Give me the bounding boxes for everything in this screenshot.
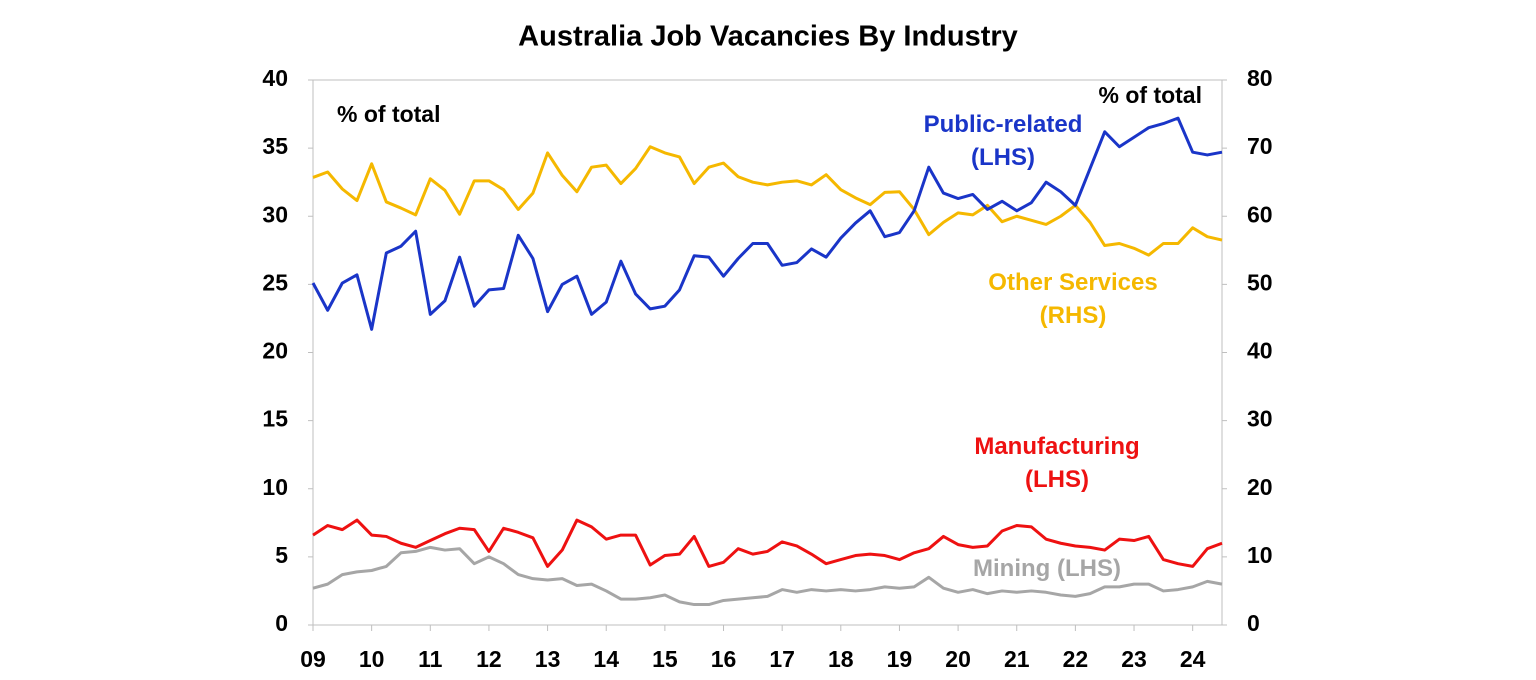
x-tick-label: 19 [887, 646, 913, 672]
x-tick-label: 18 [828, 646, 854, 672]
series-label: Mining (LHS) [973, 555, 1121, 582]
x-tick-label: 23 [1121, 646, 1147, 672]
x-tick-label: 22 [1063, 646, 1089, 672]
x-tick-label: 21 [1004, 646, 1030, 672]
y2-tick-label: 0 [1247, 610, 1260, 636]
y2-tick-label: 50 [1247, 269, 1273, 295]
chart-title: Australia Job Vacancies By Industry [518, 21, 1018, 53]
x-tick-label: 16 [711, 646, 737, 672]
y-tick-label: 20 [262, 338, 288, 364]
series-label: Public-related (LHS) [923, 111, 1083, 171]
y-tick-label: 15 [262, 406, 288, 432]
y-tick-label: 35 [262, 133, 288, 159]
y2-tick-label: 80 [1247, 65, 1273, 91]
left-unit: % of total [337, 101, 441, 127]
y-tick-label: 30 [262, 201, 288, 227]
x-tick-label: 09 [300, 646, 326, 672]
y-tick-label: 40 [262, 65, 288, 91]
x-tick-label: 11 [418, 646, 443, 672]
x-tick-label: 17 [769, 646, 795, 672]
series-label: Other Services (RHS) [988, 269, 1158, 329]
y2-tick-label: 60 [1247, 201, 1273, 227]
y-tick-label: 0 [275, 610, 288, 636]
y2-tick-label: 20 [1247, 474, 1273, 500]
x-tick-label: 13 [535, 646, 561, 672]
series-line [312, 145, 1223, 257]
right-unit: % of total [1099, 82, 1203, 108]
y2-tick-label: 40 [1247, 338, 1273, 364]
series-label: Manufacturing (LHS) [974, 433, 1140, 493]
y-tick-label: 25 [262, 269, 288, 295]
x-tick-label: 14 [593, 646, 619, 672]
series-line [311, 116, 1223, 331]
y2-tick-label: 10 [1247, 542, 1273, 568]
x-tick-label: 15 [652, 646, 678, 672]
x-tick-label: 10 [359, 646, 385, 672]
y2-tick-label: 70 [1247, 133, 1273, 159]
y2-tick-label: 30 [1247, 406, 1273, 432]
series-line [312, 545, 1223, 607]
series-line [312, 518, 1223, 568]
x-tick-label: 20 [945, 646, 971, 672]
x-tick-label: 24 [1180, 646, 1206, 672]
y-tick-label: 5 [275, 542, 288, 568]
y-tick-label: 10 [262, 474, 288, 500]
x-tick-label: 12 [476, 646, 502, 672]
